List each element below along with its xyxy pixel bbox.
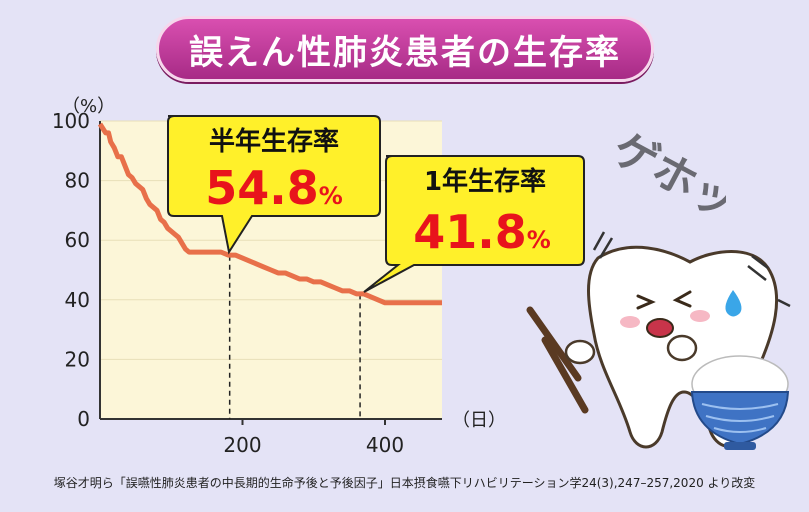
y-tick-label: 40 [65,288,90,312]
callout-half-year-value: 54.8 [205,161,319,215]
sweat-drop [725,290,742,317]
motion-lines-left [592,231,614,259]
callout-one-year-box [363,155,585,293]
y-axis-unit: （%） [62,96,115,117]
sound-effect-graphic: ゲホッ [604,123,726,230]
y-tick-label: 60 [65,228,90,252]
y-tick-label: 0 [77,407,90,431]
tooth-hand-right [666,334,698,362]
y-tick-label: 80 [65,169,90,193]
callout-half-year-unit: % [319,182,343,210]
bowl-stripes [701,403,779,433]
callout-half-year-label: 半年生存率 [209,126,339,157]
sound-effect-text: ゲホッ [604,123,726,230]
rice-bowl-illustration [690,355,790,450]
callout-one-year-label: 1年生存率 [424,166,546,197]
title-banner: 誤えん性肺炎患者の生存率 [156,16,654,82]
callout-one-year-unit: % [527,226,551,254]
x-tick-label: 200 [223,433,261,457]
tooth-left-eye [636,294,656,310]
chopstick-1 [541,336,589,414]
tooth-hand-left [564,339,596,365]
callout-one-year-value-group: 41.8% [413,205,551,259]
chart-title: 誤えん性肺炎患者の生存率 [189,32,621,73]
chopstick-2 [526,306,582,382]
survival-series-line [97,122,442,306]
annotation-dash-layer [228,255,361,419]
bowl-body [690,391,790,446]
callout-one-year-value: 41.8 [413,205,527,259]
tooth-right-cheek [690,310,710,322]
tooth-mouth [646,318,674,338]
y-tick-label: 20 [65,347,90,371]
bowl-base [724,442,756,450]
motion-lines-right [747,255,791,308]
callout-half-year-value-group: 54.8% [205,161,343,215]
y-tick-label: 100 [52,109,90,133]
source-note: 塚谷才明ら「誤嚥性肺炎患者の中長期的生命予後と予後因子」日本摂食嚥下リハビリテー… [53,476,756,490]
callout-one-year: 1年生存率 41.8% [363,155,585,293]
callout-half-year: 半年生存率 54.8% [167,115,381,255]
callout-half-year-box [167,115,381,255]
tooth-right-eye [672,290,692,308]
x-axis-unit: （日） [452,410,506,431]
tick-layer: 0 20 40 60 80 100 200 400 [52,109,404,457]
x-tick-label: 400 [366,433,404,457]
tooth-left-cheek [620,316,640,328]
